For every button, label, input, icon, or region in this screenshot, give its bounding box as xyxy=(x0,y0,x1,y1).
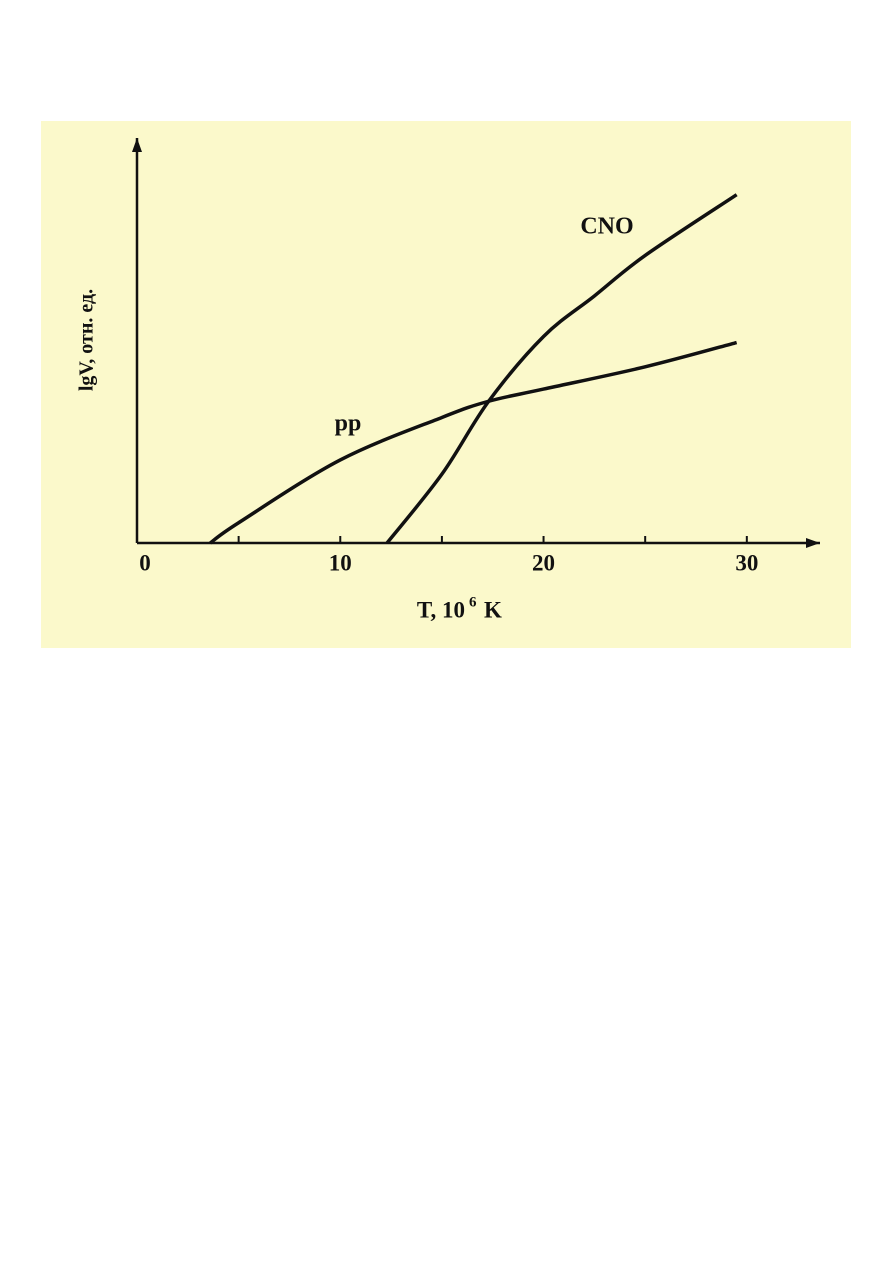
series-label: pp xyxy=(335,411,362,437)
y-axis-label: lgV, отн. ед. xyxy=(76,289,98,391)
x-axis-arrow xyxy=(806,538,820,548)
x-axis-label-unit: K xyxy=(484,597,502,622)
x-axis-label: T, 10 xyxy=(417,597,465,622)
x-tick-label: 30 xyxy=(735,550,758,575)
x-axis-label-exponent: 6 xyxy=(469,594,477,610)
x-tick-label: 10 xyxy=(329,550,352,575)
series-line xyxy=(385,193,738,545)
x-tick-label: 0 xyxy=(139,550,151,575)
y-axis-arrow xyxy=(132,138,142,152)
series-label: CNO xyxy=(580,214,633,240)
x-tick-label: 20 xyxy=(532,550,555,575)
series-line xyxy=(209,340,738,545)
